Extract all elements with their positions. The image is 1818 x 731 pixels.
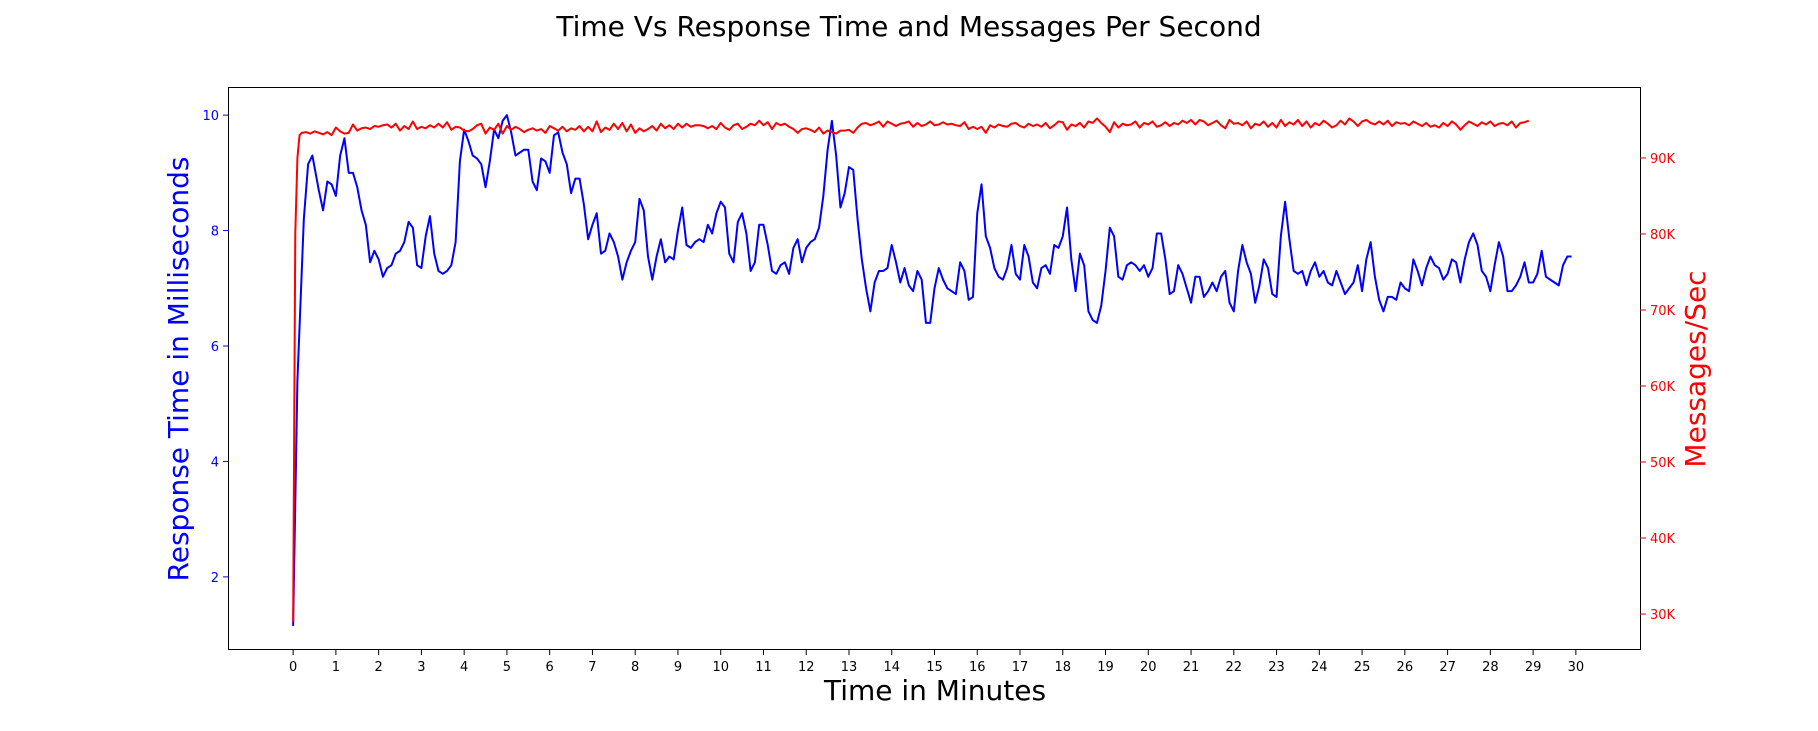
x-tick-label: 4 bbox=[460, 660, 468, 675]
x-tick-label: 13 bbox=[841, 660, 858, 675]
x-tick-label: 29 bbox=[1525, 660, 1542, 675]
x-tick-label: 18 bbox=[1054, 660, 1071, 675]
y-right-tick-label: 50K bbox=[1650, 456, 1676, 471]
x-tick-label: 10 bbox=[712, 660, 729, 675]
x-axis-label: Time in Minutes bbox=[823, 674, 1046, 707]
x-tick-label: 20 bbox=[1140, 660, 1157, 675]
x-tick-label: 0 bbox=[289, 660, 297, 675]
x-tick-label: 3 bbox=[417, 660, 425, 675]
y-left-axis-label: Response Time in Milliseconds bbox=[162, 157, 195, 582]
series-line-response-time bbox=[292, 114, 1572, 626]
plot-frame bbox=[228, 87, 1641, 650]
y-left-tick-label: 8 bbox=[211, 225, 219, 240]
x-tick-label: 19 bbox=[1097, 660, 1114, 675]
y-left-tick-label: 6 bbox=[211, 340, 219, 355]
x-tick-label: 17 bbox=[1012, 660, 1029, 675]
x-axis: 0 1 2 3 4 5 6 7 8 9 10 11 12 13 14 15 16 17 18 19 20 21 22 23 24… bbox=[289, 649, 1584, 675]
x-tick-label: 28 bbox=[1482, 660, 1499, 675]
y-right-tick-label: 30K bbox=[1650, 608, 1676, 623]
y-right-tick-label: 90K bbox=[1650, 152, 1676, 167]
y-right-tick-label: 70K bbox=[1650, 304, 1676, 319]
x-tick-label: 24 bbox=[1311, 660, 1328, 675]
x-tick-label: 25 bbox=[1354, 660, 1371, 675]
y-right-tick-label: 60K bbox=[1650, 380, 1676, 395]
y-left-tick-label: 10 bbox=[202, 109, 219, 124]
x-tick-label: 30 bbox=[1568, 660, 1585, 675]
x-tick-label: 16 bbox=[969, 660, 986, 675]
x-tick-label: 5 bbox=[503, 660, 511, 675]
x-tick-label: 1 bbox=[332, 660, 340, 675]
x-tick-label: 21 bbox=[1183, 660, 1200, 675]
series-line-messages-per-sec bbox=[292, 117, 1530, 622]
x-tick-label: 22 bbox=[1226, 660, 1243, 675]
x-tick-label: 14 bbox=[883, 660, 900, 675]
y-left-tick-label: 4 bbox=[211, 455, 219, 470]
x-tick-label: 7 bbox=[588, 660, 596, 675]
left-y-axis: 2 4 6 8 10 bbox=[202, 109, 229, 586]
x-tick-label: 6 bbox=[546, 660, 554, 675]
y-right-tick-label: 80K bbox=[1650, 228, 1676, 243]
x-tick-label: 9 bbox=[674, 660, 682, 675]
y-left-tick-label: 2 bbox=[211, 571, 219, 586]
x-tick-label: 11 bbox=[755, 660, 772, 675]
x-tick-label: 8 bbox=[631, 660, 639, 675]
y-right-axis-label: Messages/Sec bbox=[1679, 270, 1712, 467]
x-tick-label: 15 bbox=[926, 660, 943, 675]
series-layer bbox=[292, 114, 1572, 626]
y-right-tick-label: 40K bbox=[1650, 532, 1676, 547]
x-tick-label: 26 bbox=[1397, 660, 1414, 675]
x-tick-label: 23 bbox=[1268, 660, 1285, 675]
x-tick-label: 27 bbox=[1439, 660, 1456, 675]
x-tick-label: 12 bbox=[798, 660, 815, 675]
x-tick-label: 2 bbox=[375, 660, 383, 675]
right-y-axis: 30K 40K 50K 60K 70K 80K 90K bbox=[1640, 152, 1676, 623]
chart-title: Time Vs Response Time and Messages Per S… bbox=[555, 10, 1261, 43]
